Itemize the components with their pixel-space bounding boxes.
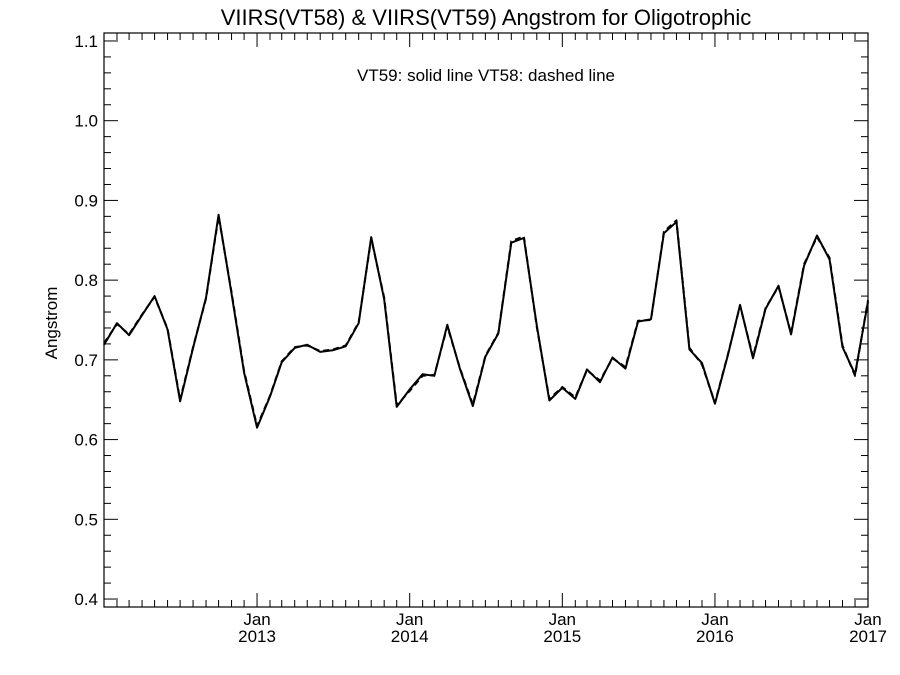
x-tick-label-month: Jan — [243, 610, 270, 629]
series-line-vt58 — [103, 215, 869, 428]
ticks-layer: 0.40.50.60.70.80.91.01.1Jan2013Jan2014Ja… — [74, 32, 887, 646]
y-tick-label: 0.6 — [74, 431, 98, 450]
series-line-vt59 — [103, 213, 869, 429]
x-tick-label-year: 2016 — [696, 627, 734, 646]
y-tick-label: 0.8 — [74, 271, 98, 290]
series-layer — [103, 213, 869, 429]
y-tick-label: 1.1 — [74, 32, 98, 51]
y-axis-label: Angstrom — [42, 287, 61, 360]
plot-frame — [103, 32, 869, 608]
x-tick-label-year: 2013 — [238, 627, 276, 646]
y-tick-label: 1.0 — [74, 112, 98, 131]
x-tick-label-month: Jan — [396, 610, 423, 629]
y-tick-label: 0.7 — [74, 351, 98, 370]
x-tick-label-year: 2014 — [391, 627, 429, 646]
y-tick-label: 0.9 — [74, 191, 98, 210]
y-tick-label: 0.4 — [74, 590, 98, 609]
y-tick-label: 0.5 — [74, 510, 98, 529]
x-tick-label-year: 2015 — [543, 627, 581, 646]
x-tick-label-month: Jan — [701, 610, 728, 629]
chart-title: VIIRS(VT58) & VIIRS(VT59) Angstrom for O… — [221, 5, 752, 30]
x-tick-label-year: 2017 — [849, 627, 887, 646]
x-tick-label-month: Jan — [549, 610, 576, 629]
x-tick-label-month: Jan — [854, 610, 881, 629]
chart-annotation: VT59: solid line VT58: dashed line — [357, 66, 615, 85]
